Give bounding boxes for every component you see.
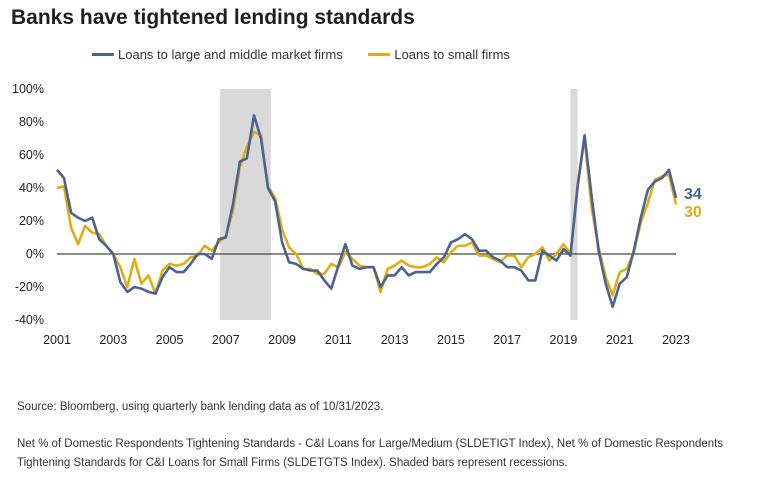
series-line-large-firms xyxy=(56,114,678,309)
legend-label-large-firms: Loans to large and middle market firms xyxy=(118,47,343,62)
x-tick-label: 2021 xyxy=(606,333,634,347)
line-chart: -40%-20%0%20%40%60%80%100% 2001 2003 2005 2… xyxy=(12,82,702,347)
x-axis-ticks: 2001 2003 2005 2007 2009 2011 2013 2015 2017 2019… xyxy=(43,333,690,347)
y-tick-label: -20% xyxy=(15,280,44,294)
x-tick-label: 2015 xyxy=(437,333,465,347)
source-note: Source: Bloomberg, using quarterly bank … xyxy=(17,401,384,413)
y-tick-label: 100% xyxy=(12,82,44,96)
x-tick-label: 2009 xyxy=(268,333,296,347)
end-label-small-firms: 30 xyxy=(684,204,702,221)
x-tick-label: 2013 xyxy=(381,333,409,347)
y-axis-ticks: -40% -20% 0% 20% 40% 60% 80% 100% xyxy=(12,82,44,327)
x-tick-label: 2003 xyxy=(99,333,127,347)
chart-legend: Loans to large and middle market firms L… xyxy=(92,44,532,62)
y-tick-label: 20% xyxy=(19,214,44,228)
y-tick-label: 80% xyxy=(19,115,44,129)
footnote: Net % of Domestic Respondents Tightening… xyxy=(17,438,724,469)
legend-label-small-firms: Loans to small firms xyxy=(394,47,510,62)
legend-swatch-large-firms xyxy=(92,53,114,56)
x-tick-label: 2007 xyxy=(212,333,240,347)
recession-band-1 xyxy=(220,89,271,320)
x-tick-label: 2011 xyxy=(325,333,352,347)
chart-title: Banks have tightened lending standards xyxy=(11,6,415,29)
x-tick-label: 2017 xyxy=(493,333,521,347)
y-tick-label: 40% xyxy=(19,181,44,195)
y-tick-label: 60% xyxy=(19,148,44,162)
x-tick-label: 2023 xyxy=(662,333,690,347)
series-lines xyxy=(56,114,678,309)
x-tick-label: 2019 xyxy=(550,333,578,347)
legend-item-small-firms: Loans to small firms xyxy=(368,47,510,62)
recession-bands xyxy=(220,89,578,320)
legend-swatch-small-firms xyxy=(368,53,391,56)
y-tick-label: -40% xyxy=(15,313,44,327)
y-tick-label: 0% xyxy=(26,247,44,261)
recession-band-2 xyxy=(570,89,578,320)
x-tick-label: 2005 xyxy=(156,333,184,347)
series-line-small-firms xyxy=(56,130,678,297)
legend-item-large-firms: Loans to large and middle market firms xyxy=(92,47,343,62)
end-label-large-firms: 34 xyxy=(684,186,702,203)
x-tick-label: 2001 xyxy=(43,333,71,347)
